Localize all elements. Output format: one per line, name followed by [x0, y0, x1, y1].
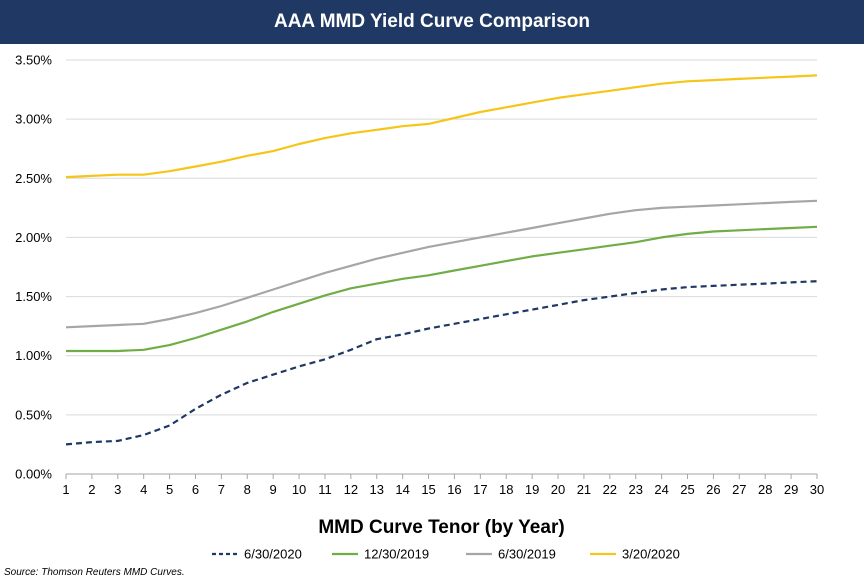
y-tick-label: 0.50% [15, 407, 52, 422]
legend-item: 6/30/2019 [466, 547, 556, 562]
x-tick-label: 3 [114, 482, 121, 497]
x-tick-label: 14 [395, 482, 409, 497]
x-axis-label: MMD Curve Tenor (by Year) [318, 517, 564, 538]
x-tick-label: 28 [758, 482, 772, 497]
x-tick-label: 22 [603, 482, 617, 497]
x-tick-label: 1 [62, 482, 69, 497]
x-tick-label: 26 [706, 482, 720, 497]
x-tick-label: 4 [140, 482, 147, 497]
x-tick-label: 30 [810, 482, 824, 497]
x-tick-label: 10 [292, 482, 306, 497]
x-tick-label: 12 [344, 482, 358, 497]
y-tick-label: 0.00% [15, 467, 52, 482]
legend-item: 12/30/2019 [332, 547, 429, 562]
legend-item: 3/20/2020 [590, 547, 680, 562]
y-tick-label: 2.00% [15, 230, 52, 245]
x-tick-label: 9 [270, 482, 277, 497]
grid-lines [66, 59, 817, 416]
legend-label: 12/30/2019 [364, 547, 429, 562]
x-tick-label: 25 [680, 482, 694, 497]
series-line-3 [65, 74, 818, 179]
series-line-2 [65, 199, 818, 329]
legend: 6/30/2020 12/30/2019 6/30/2019 3/20/2020 [212, 547, 680, 562]
x-tick-label: 20 [551, 482, 565, 497]
x-tick-label: 29 [784, 482, 798, 497]
chart-title: AAA MMD Yield Curve Comparison [0, 0, 864, 44]
series-line-1 [66, 225, 818, 353]
x-tick-label: 13 [370, 482, 384, 497]
x-tick-label: 2 [88, 482, 95, 497]
legend-label: 6/30/2019 [498, 547, 556, 562]
x-tick-label: 11 [318, 482, 332, 497]
legend-item: 6/30/2020 [212, 547, 302, 562]
line-chart: 0.00% 0.50% 1.00% 1.50% 2.00% 2.50% 3.00% 3.50%… [15, 53, 824, 562]
x-tick-label: 6 [192, 482, 199, 497]
x-tick-label: 27 [732, 482, 746, 497]
x-tick-label: 7 [218, 482, 225, 497]
legend-label: 6/30/2020 [244, 547, 302, 562]
source-note: Source: Thomson Reuters MMD Curves. [4, 567, 185, 578]
x-tick-label: 21 [577, 482, 591, 497]
x-tick-label: 23 [628, 482, 642, 497]
legend-label: 3/20/2020 [622, 547, 680, 562]
y-tick-label: 3.50% [15, 53, 52, 68]
series-lines [65, 74, 818, 446]
x-tick-label: 15 [421, 482, 435, 497]
x-tick-label: 16 [447, 482, 461, 497]
x-tick-label: 19 [525, 482, 539, 497]
y-tick-label: 2.50% [15, 171, 52, 186]
x-tick-label: 24 [654, 482, 668, 497]
y-axis-ticks: 0.00% 0.50% 1.00% 1.50% 2.00% 2.50% 3.00% 3.50% [15, 53, 52, 482]
y-tick-label: 3.00% [15, 112, 52, 127]
x-tick-label: 8 [244, 482, 251, 497]
x-axis-ticks: 1 2 3 4 5 6 7 8 9 10 11 12 13 14 15 16 17 18 19 20 21 22 23 24 2… [62, 474, 824, 497]
y-tick-label: 1.50% [15, 289, 52, 304]
x-tick-label: 17 [473, 482, 487, 497]
x-tick-label: 5 [166, 482, 173, 497]
series-line-0 [65, 280, 818, 446]
y-tick-label: 1.00% [15, 348, 52, 363]
x-tick-label: 18 [499, 482, 513, 497]
